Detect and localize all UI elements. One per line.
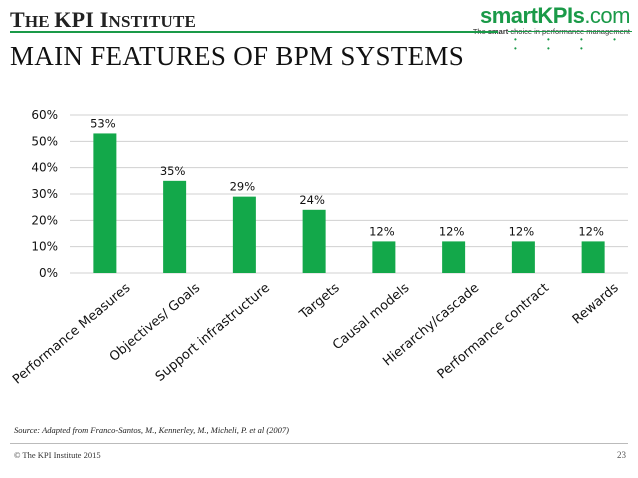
bar-chart: 0% 10% 20% 30% 40% 50% 60% 53% Performance Measu… (10, 108, 628, 388)
data-label: 12% (509, 224, 535, 238)
bar (511, 241, 535, 273)
org-title-inst-initial: I (94, 7, 109, 32)
org-title-inst-rest: NSTITUTE (108, 12, 197, 31)
bar (163, 180, 187, 273)
bar (581, 241, 605, 273)
y-tick-label: 10% (31, 240, 58, 254)
brand-logo-smart: smart (479, 3, 538, 28)
y-tick-label: 50% (31, 134, 58, 148)
bar (302, 209, 326, 273)
x-tick-label: Performance Measures (10, 280, 134, 387)
data-label: 12% (369, 224, 395, 238)
x-tick-label: Targets (296, 280, 343, 322)
source-citation: Source: Adapted from Franco-Santos, M., … (14, 425, 290, 435)
bar (442, 241, 466, 273)
org-title: THE KPI INSTITUTE (10, 7, 196, 33)
bar (372, 241, 396, 273)
brand-logo-kpis: KPIs (537, 3, 585, 28)
org-title-kpi: KPI (54, 7, 95, 32)
y-tick-label: 0% (39, 266, 58, 280)
bar (232, 196, 256, 273)
y-tick-label: 40% (31, 161, 58, 175)
footer-rule (10, 443, 628, 444)
decorative-dots: • • • • • • • (514, 35, 630, 53)
y-tick-label: 60% (31, 108, 58, 122)
y-tick-label: 30% (31, 187, 58, 201)
brand-logo: smartKPIs.com (473, 3, 631, 28)
x-tick-label: Support infrastructure (153, 281, 273, 385)
data-label: 35% (160, 164, 186, 178)
data-label: 29% (230, 180, 256, 194)
x-tick-label: Rewards (570, 280, 622, 327)
y-tick-label: 20% (31, 213, 58, 227)
data-label: 12% (578, 224, 604, 238)
page-number: 23 (617, 450, 626, 460)
copyright: © The KPI Institute 2015 (14, 450, 101, 460)
data-label: 53% (90, 116, 116, 130)
data-label: 24% (299, 193, 325, 207)
header-rule-right (508, 31, 632, 32)
x-tick-label: Performance contract (435, 281, 552, 383)
data-label: 12% (439, 224, 465, 238)
org-title-rest: HE (24, 12, 55, 31)
brand-logo-com: .com (584, 3, 630, 28)
brand-tag-bold: smart (487, 27, 509, 36)
header-rule (10, 31, 498, 33)
bar (93, 133, 117, 273)
page-title: MAIN FEATURES OF BPM SYSTEMS (10, 41, 465, 71)
org-title-initial: T (10, 7, 25, 32)
